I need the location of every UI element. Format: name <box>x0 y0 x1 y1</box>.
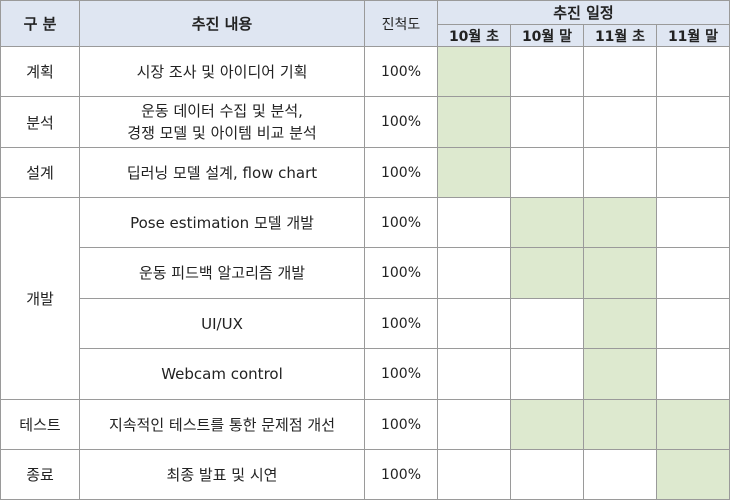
table-row: 테스트 지속적인 테스트를 통한 문제점 개선 100% <box>0 399 730 450</box>
task-text: 최종 발표 및 시연 <box>166 465 278 484</box>
schedule-cell <box>437 197 511 248</box>
task-cell: 최종 발표 및 시연 <box>79 449 365 500</box>
schedule-cell <box>437 46 511 97</box>
table-row: 계획 시장 조사 및 아이디어 기획 100% <box>0 46 730 97</box>
schedule-cell <box>510 247 584 299</box>
schedule-cell <box>583 197 657 248</box>
schedule-cell <box>583 147 657 198</box>
schedule-cell <box>437 399 511 450</box>
schedule-cell <box>583 449 657 500</box>
schedule-cell <box>437 348 511 400</box>
table-row: 운동 피드백 알고리즘 개발 100% <box>1 247 730 299</box>
task-cell: 딥러닝 모델 설계, flow chart <box>79 147 365 198</box>
task-cell: 시장 조사 및 아이디어 기획 <box>79 46 365 97</box>
table-row: UI/UX 100% <box>1 298 730 349</box>
progress-cell: 100% <box>364 197 438 248</box>
schedule-cell <box>583 247 657 299</box>
schedule-cell <box>437 247 511 299</box>
week-header: 11월 말 <box>656 24 730 47</box>
progress-cell: 100% <box>364 399 438 450</box>
schedule-cell <box>656 147 730 198</box>
progress-cell: 100% <box>364 348 438 400</box>
table-row: 설계 딥러닝 모델 설계, flow chart 100% <box>0 147 730 198</box>
schedule-cell <box>656 46 730 97</box>
task-text: 지속적인 테스트를 통한 문제점 개선 <box>108 415 336 434</box>
schedule-cell <box>510 399 584 450</box>
category-cell: 테스트 <box>0 399 80 450</box>
week-header: 10월 말 <box>510 24 584 47</box>
header-content: 추진 내용 <box>79 0 365 47</box>
header-category: 구 분 <box>0 0 80 47</box>
schedule-cell <box>656 348 730 400</box>
week-header: 11월 초 <box>583 24 657 47</box>
schedule-cell <box>583 96 657 148</box>
schedule-cell <box>437 96 511 148</box>
task-text: Webcam control <box>161 365 283 383</box>
schedule-cell <box>583 298 657 349</box>
schedule-cell <box>656 197 730 248</box>
category-cell: 설계 <box>0 147 80 198</box>
schedule-cell <box>583 46 657 97</box>
schedule-cell <box>510 96 584 148</box>
schedule-cell <box>437 449 511 500</box>
task-cell: Pose estimation 모델 개발 <box>79 197 365 248</box>
progress-cell: 100% <box>364 147 438 198</box>
task-text: 운동 피드백 알고리즘 개발 <box>138 264 306 282</box>
schedule-cell <box>510 348 584 400</box>
progress-cell: 100% <box>364 96 438 148</box>
task-cell: Webcam control <box>79 348 365 400</box>
schedule-cell <box>656 298 730 349</box>
task-cell: 운동 데이터 수집 및 분석, 경쟁 모델 및 아이템 비교 분석 <box>79 96 365 148</box>
header-progress: 진척도 <box>364 0 438 47</box>
schedule-cell <box>437 147 511 198</box>
schedule-cell <box>510 46 584 97</box>
category-cell: 계획 <box>0 46 80 97</box>
schedule-cell <box>656 247 730 299</box>
schedule-cell <box>656 399 730 450</box>
schedule-cell <box>583 348 657 400</box>
task-text: 시장 조사 및 아이디어 기획 <box>136 62 308 81</box>
table-row: 종료 최종 발표 및 시연 100% <box>0 449 730 500</box>
schedule-cell <box>437 298 511 349</box>
table-row: Webcam control 100% <box>1 348 730 400</box>
table-row: 개발 Pose estimation 모델 개발 100% <box>0 197 730 400</box>
task-text: 운동 데이터 수집 및 분석, <box>141 102 303 120</box>
progress-cell: 100% <box>364 298 438 349</box>
progress-cell: 100% <box>364 46 438 97</box>
header-schedule: 추진 일정 <box>437 0 730 25</box>
week-header: 10월 초 <box>437 24 511 47</box>
schedule-cell <box>510 298 584 349</box>
task-text: UI/UX <box>201 314 243 333</box>
task-cell: 지속적인 테스트를 통한 문제점 개선 <box>79 399 365 450</box>
schedule-cell <box>510 147 584 198</box>
category-cell: 종료 <box>0 449 80 500</box>
table-row: 분석 운동 데이터 수집 및 분석, 경쟁 모델 및 아이템 비교 분석 100… <box>0 96 730 148</box>
schedule-cell <box>510 197 584 248</box>
task-cell: UI/UX <box>79 298 365 349</box>
progress-cell: 100% <box>364 247 438 299</box>
task-text: Pose estimation 모델 개발 <box>130 213 314 232</box>
schedule-cell <box>656 449 730 500</box>
task-text: 딥러닝 모델 설계, flow chart <box>126 163 318 182</box>
category-cell: 개발 <box>0 197 80 400</box>
category-cell: 분석 <box>0 96 80 148</box>
task-text: 경쟁 모델 및 아이템 비교 분석 <box>127 124 317 142</box>
schedule-cell <box>656 96 730 148</box>
schedule-cell <box>583 399 657 450</box>
progress-cell: 100% <box>364 449 438 500</box>
task-cell: 운동 피드백 알고리즘 개발 <box>79 247 365 299</box>
schedule-cell <box>510 449 584 500</box>
